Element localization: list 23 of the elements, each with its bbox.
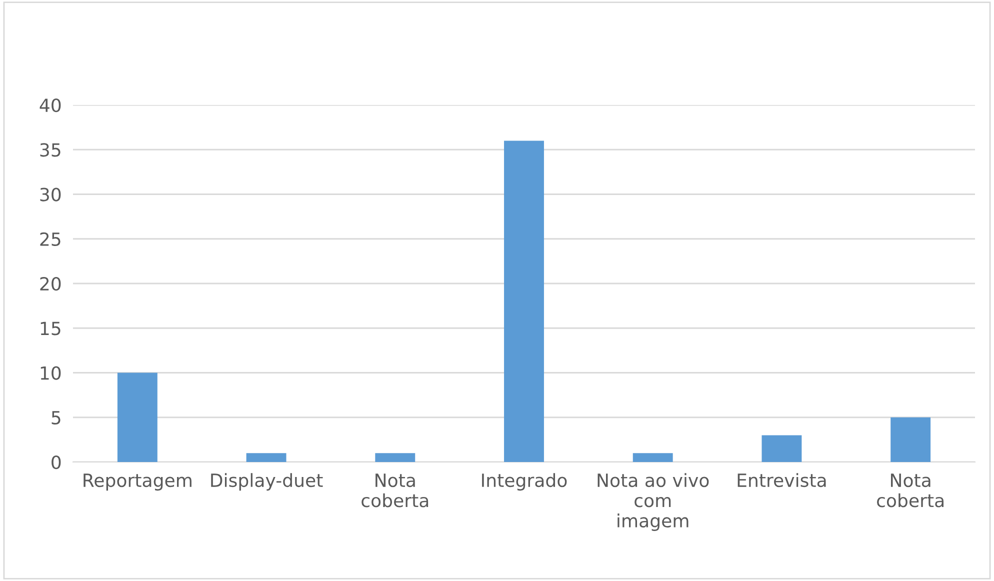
y-tick-label: 40 (40, 98, 61, 112)
y-tick-label: 30 (40, 188, 61, 202)
x-tick-label: Entrevista (738, 473, 826, 488)
y-tick-label: 35 (40, 143, 60, 157)
x-tick-label: Display-duet (211, 473, 323, 491)
bar (246, 453, 286, 462)
y-tick-label: 15 (40, 322, 60, 336)
y-tick-label: 20 (40, 276, 61, 291)
x-tick-label: Nota coberta (877, 474, 944, 508)
x-tick-label: Nota ao vivo com imagem (598, 473, 709, 532)
y-tick-label: 10 (40, 366, 61, 380)
bar (117, 372, 158, 462)
y-tick-label: 25 (40, 232, 60, 246)
bar (504, 140, 544, 462)
x-tick-label: Integrado (482, 473, 567, 491)
bar (375, 453, 416, 462)
y-tick-label: 5 (52, 411, 60, 424)
x-tick-label: Nota coberta (362, 474, 428, 508)
bar (632, 453, 673, 462)
y-tick-label: 0 (52, 455, 61, 470)
x-tick-label: Reportagem (84, 474, 192, 491)
bar (890, 417, 931, 462)
bar (762, 435, 802, 462)
